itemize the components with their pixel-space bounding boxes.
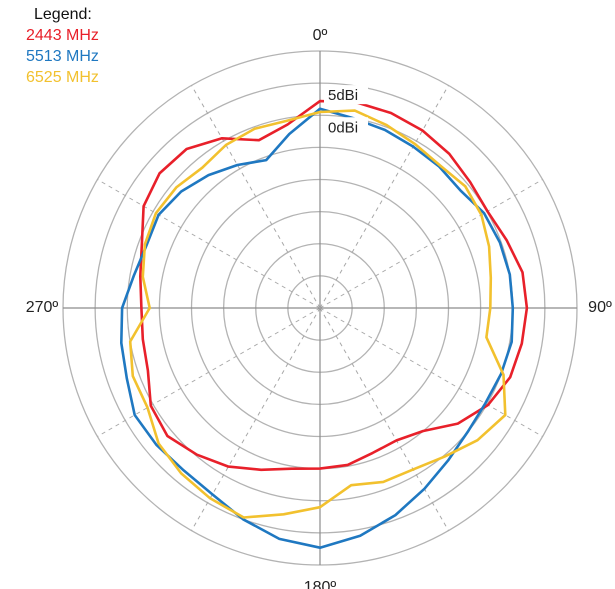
- series-line-6525-mhz: [128, 109, 507, 519]
- grid-spoke: [319, 307, 449, 531]
- angle-label-270: 270º: [26, 299, 59, 316]
- grid-spoke: [319, 85, 449, 309]
- legend: Legend: 2443 MHz 5513 MHz 6525 MHz: [26, 4, 99, 88]
- legend-entry-6525: 6525 MHz: [26, 69, 99, 86]
- grid-spoke: [191, 307, 321, 531]
- label-layer: 0º 90º 180º 270º 5dBi 0dBi: [26, 27, 612, 589]
- grid-spoke: [319, 179, 543, 309]
- grid-spoke: [97, 307, 321, 437]
- grid-spoke: [319, 307, 543, 437]
- series-layer: [120, 99, 529, 549]
- legend-entry-2443: 2443 MHz: [26, 27, 99, 44]
- ring-label-bg: [324, 85, 368, 105]
- legend-entry-5513: 5513 MHz: [26, 48, 99, 65]
- angle-label-0: 0º: [313, 27, 328, 44]
- ring-label-5: 5dBi: [328, 87, 358, 104]
- legend-title: Legend:: [34, 6, 92, 23]
- grid-spoke: [97, 179, 321, 309]
- series-line-2443-mhz: [139, 99, 529, 472]
- ring-label-bg: [324, 117, 368, 137]
- grid-spoke: [191, 85, 321, 309]
- series-line-5513-mhz: [120, 107, 515, 549]
- angle-label-90: 90º: [588, 299, 612, 316]
- angle-label-180: 180º: [304, 579, 337, 589]
- polar-grid: [62, 50, 578, 566]
- ring-label-0: 0dBi: [328, 119, 358, 136]
